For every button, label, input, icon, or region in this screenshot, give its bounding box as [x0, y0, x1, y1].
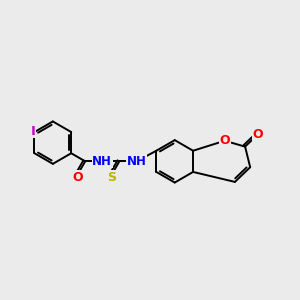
Text: O: O — [73, 171, 83, 184]
Text: NH: NH — [92, 155, 112, 168]
Text: O: O — [253, 128, 263, 141]
Text: O: O — [219, 134, 230, 147]
Text: NH: NH — [127, 155, 146, 168]
Text: S: S — [107, 171, 116, 184]
Text: I: I — [31, 125, 36, 138]
